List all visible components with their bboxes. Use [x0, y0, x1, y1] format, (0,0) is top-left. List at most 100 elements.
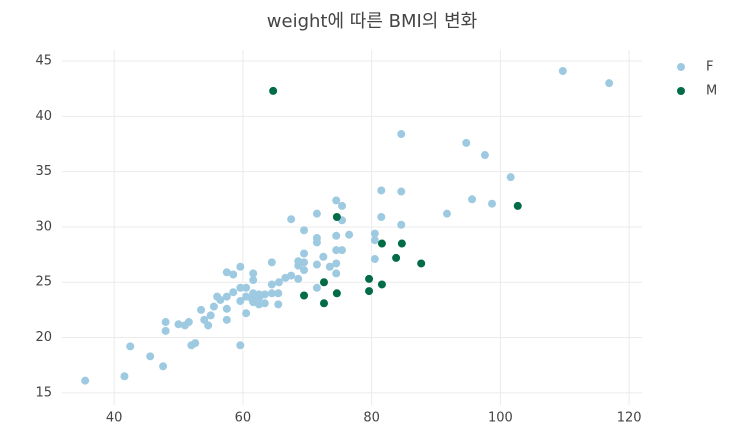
point — [242, 283, 251, 292]
point — [506, 173, 515, 182]
point — [300, 266, 309, 275]
point — [397, 130, 406, 139]
point — [236, 283, 245, 292]
point — [480, 151, 489, 160]
x-tick-label: 100 — [488, 411, 513, 426]
chart-title: weight에 따른 BMI의 변화 — [267, 11, 477, 32]
point — [558, 67, 567, 76]
point — [397, 187, 406, 196]
point — [332, 231, 341, 240]
point — [159, 362, 168, 371]
point — [287, 215, 296, 224]
point — [370, 236, 379, 245]
point — [513, 201, 522, 210]
point — [300, 291, 309, 300]
y-tick-label: 45 — [35, 54, 52, 69]
y-tick-label: 35 — [35, 164, 52, 179]
point — [191, 339, 200, 348]
legend-marker — [677, 63, 685, 71]
point — [392, 253, 401, 262]
point — [338, 246, 347, 255]
point — [332, 269, 341, 278]
point — [312, 283, 321, 292]
y-tick-label: 25 — [35, 275, 52, 290]
point — [462, 138, 471, 147]
point — [236, 262, 245, 271]
point — [345, 230, 354, 239]
point — [377, 186, 386, 195]
point — [229, 288, 238, 297]
point — [417, 259, 426, 268]
point — [287, 271, 296, 280]
point — [222, 304, 231, 313]
point — [300, 249, 309, 258]
point — [365, 287, 374, 296]
point — [146, 352, 155, 361]
point — [332, 259, 341, 268]
point — [370, 229, 379, 238]
legend-marker — [677, 87, 685, 95]
point — [332, 196, 341, 205]
point — [300, 258, 309, 267]
point — [126, 342, 135, 351]
point — [267, 289, 276, 298]
point — [267, 280, 276, 289]
point — [174, 320, 183, 329]
point — [312, 260, 321, 269]
point — [319, 278, 328, 287]
point — [161, 326, 170, 335]
legend-label: F — [706, 60, 713, 75]
point — [377, 212, 386, 221]
point — [377, 280, 386, 289]
point — [488, 199, 497, 208]
point — [236, 341, 245, 350]
x-tick-label: 60 — [235, 411, 252, 426]
legend-label: M — [706, 84, 717, 99]
point — [338, 201, 347, 210]
point — [184, 318, 193, 327]
y-tick-label: 40 — [35, 109, 52, 124]
point — [197, 305, 206, 314]
point — [260, 290, 269, 299]
point — [274, 300, 283, 309]
point — [442, 209, 451, 218]
point — [249, 269, 258, 278]
point — [267, 258, 276, 267]
point — [204, 321, 213, 330]
y-tick-label: 30 — [35, 219, 52, 234]
point — [236, 297, 245, 306]
point — [81, 376, 90, 385]
point — [312, 234, 321, 243]
point — [274, 278, 283, 287]
point — [332, 289, 341, 298]
point — [216, 295, 225, 304]
point — [377, 239, 386, 248]
point — [397, 239, 406, 248]
x-tick-label: 120 — [617, 411, 642, 426]
y-tick-label: 20 — [35, 330, 52, 345]
point — [229, 270, 238, 279]
point — [120, 372, 129, 381]
point — [605, 79, 614, 88]
point — [222, 268, 231, 277]
point — [319, 252, 328, 261]
point — [161, 318, 170, 327]
point — [468, 195, 477, 204]
point — [274, 289, 283, 298]
point — [206, 311, 215, 320]
point — [370, 255, 379, 264]
y-tick-label: 15 — [35, 385, 52, 400]
x-tick-label: 40 — [106, 411, 123, 426]
point — [312, 209, 321, 218]
point — [325, 262, 334, 271]
point — [242, 309, 251, 318]
point — [249, 276, 258, 285]
point — [254, 293, 263, 302]
point — [332, 246, 341, 255]
point — [269, 86, 278, 95]
point — [222, 315, 231, 324]
point — [260, 299, 269, 308]
point — [300, 226, 309, 235]
point — [332, 212, 341, 221]
